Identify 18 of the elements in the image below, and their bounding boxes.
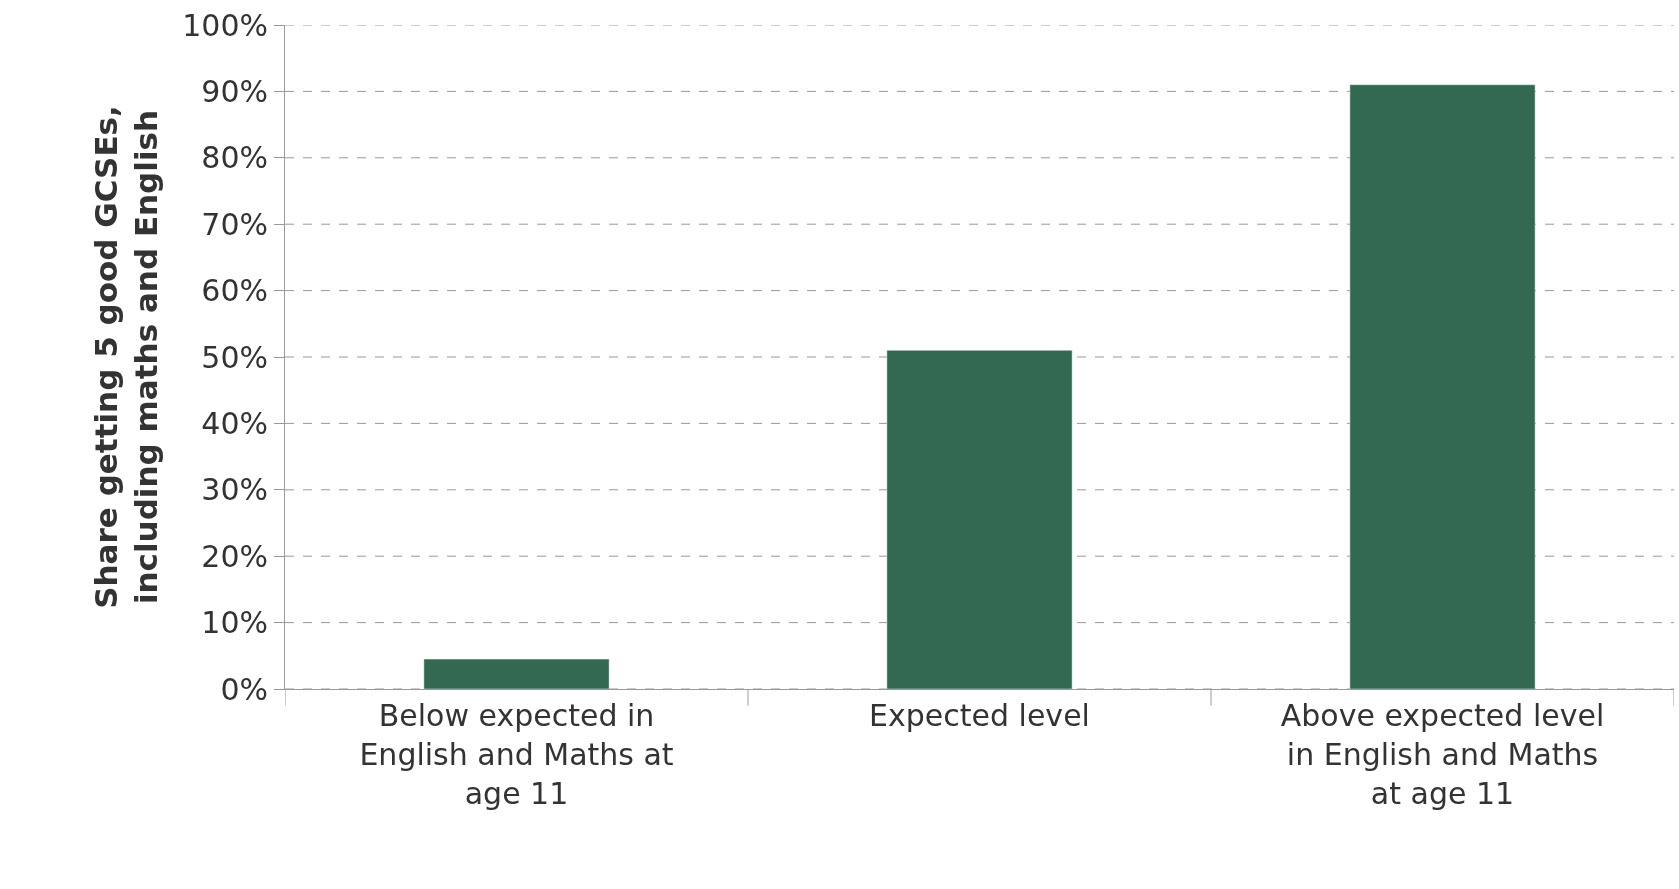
x-tick-label: Expected level (869, 698, 1090, 733)
y-tick-label: 80% (201, 140, 268, 176)
y-axis-title: Share getting 5 good GCSEs, including maths and English (87, 105, 164, 609)
y-tick-label: 50% (201, 339, 268, 375)
bar (1349, 84, 1536, 689)
bar (886, 350, 1073, 689)
y-tick-label: 20% (201, 538, 268, 574)
y-tick-label: 0% (220, 671, 268, 707)
y-tick-label: 10% (201, 605, 268, 641)
y-tick-label: 30% (201, 472, 268, 508)
bar (423, 658, 610, 689)
y-tick-label: 100% (182, 7, 268, 43)
y-tick-label: 90% (201, 73, 268, 109)
y-tick-label: 40% (201, 405, 268, 441)
x-tick-label: Above expected level in English and Maths at age 11 (1280, 698, 1605, 811)
y-tick-label: 70% (201, 206, 268, 242)
y-tick-label: 60% (201, 273, 268, 309)
x-tick-label: Below expected in English and Maths at age 11 (359, 698, 674, 811)
